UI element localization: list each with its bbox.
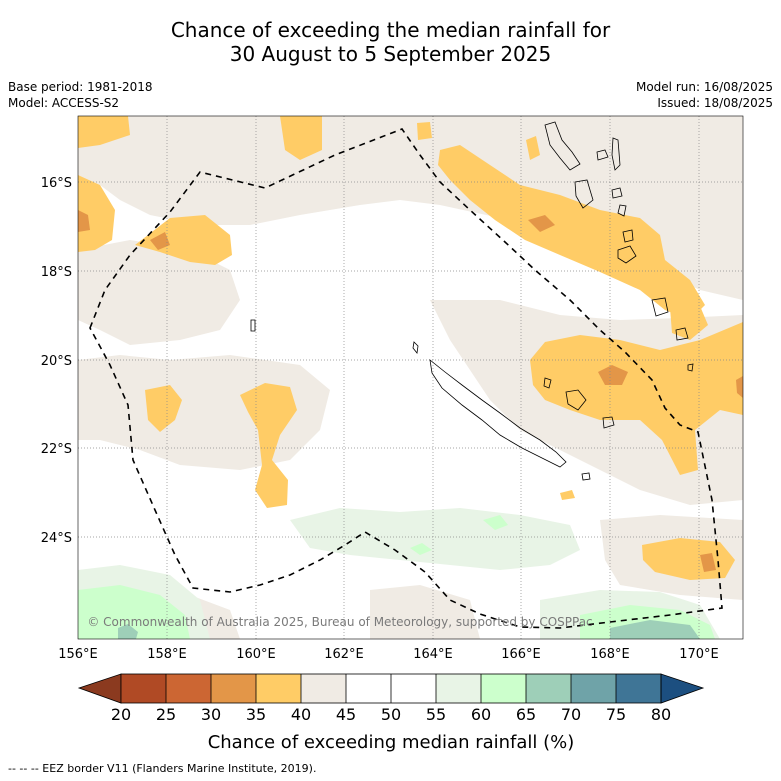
cb-tick-35: 35 [246,705,266,724]
title-line-1: Chance of exceeding the median rainfall … [170,18,611,42]
island-pentecost [611,137,621,171]
lat-labels: 16°S 18°S 20°S 22°S 24°S [41,176,72,546]
lon-label-164e: 164°E [413,647,453,662]
colorbar: 20 25 30 35 40 45 50 55 60 65 70 75 80 C… [77,673,705,753]
colorbar-bin-60-65 [481,674,526,703]
colorbar-bin-45-50 [346,674,391,703]
cb-tick-30: 30 [201,705,221,724]
prob-30-35-regions [78,210,743,572]
lat-label-16s: 16°S [41,176,72,191]
map-title: Chance of exceeding the median rainfall … [0,18,781,66]
lat-label-20s: 20°S [41,354,72,369]
island-efate [617,245,637,264]
title-line-2: 30 August to 5 September 2025 [229,42,552,66]
colorbar-dividers [165,674,617,703]
lat-label-18s: 18°S [41,265,72,280]
colorbar-bin-70-75 [571,674,616,703]
island-chesterfield [250,319,256,332]
lon-labels: 156°E 158°E 160°E 162°E 164°E 166°E 168°… [58,647,719,662]
meta-right: Model run: 16/08/2025 Issued: 18/08/2025 [636,79,773,111]
lon-label-162e: 162°E [324,647,364,662]
map-frame [77,115,744,640]
colorbar-over-arrow [660,673,705,704]
cb-tick-40: 40 [291,705,311,724]
lon-label-156e: 156°E [58,647,98,662]
lat-label-24s: 24°S [41,531,72,546]
island-of-pines [581,472,591,481]
island-espiritu-santo [544,121,581,171]
cb-tick-60: 60 [471,705,491,724]
island-tanna [675,327,689,341]
cb-tick-25: 25 [156,705,176,724]
graticule [78,116,743,639]
new-caledonia-mainland [429,359,567,468]
colorbar-bin-20-25 [121,674,166,703]
lat-label-22s: 22°S [41,442,72,457]
rainfall-field [78,116,743,639]
colorbar-bin-50-55 [391,674,436,703]
colorbar-ticks: 20 25 30 35 40 45 50 55 60 65 70 75 80 [111,705,671,724]
eez-border [89,128,723,629]
cb-tick-20: 20 [111,705,131,724]
colorbar-bin-55-60 [436,674,481,703]
colorbar-bin-25-30 [166,674,211,703]
meta-left: Base period: 1981-2018 Model: ACCESS-S2 [8,79,153,111]
cb-tick-75: 75 [606,705,626,724]
lon-label-166e: 166°E [501,647,541,662]
island-lifou [565,389,587,411]
colorbar-bin-40-45 [301,674,346,703]
island-mare [602,416,615,429]
cb-tick-80: 80 [651,705,671,724]
cb-tick-55: 55 [426,705,446,724]
prob-35-40-regions [78,116,743,580]
island-ouvea [543,377,552,389]
colorbar-under-arrow [77,673,122,704]
lon-label-168e: 168°E [590,647,630,662]
island-belep [412,341,419,354]
colorbar-bin-30-35 [211,674,256,703]
colorbar-bin-75-80 [616,674,661,703]
coastlines [250,121,694,481]
cb-tick-70: 70 [561,705,581,724]
colorbar-title: Chance of exceeding median rainfall (%) [208,732,575,753]
base-period: Base period: 1981-2018 [8,80,153,94]
island-aneityum [687,363,694,372]
island-erromango [651,297,669,317]
colorbar-bin-35-40 [256,674,301,703]
model-run: Model run: 16/08/2025 [635,80,773,94]
island-epi [617,204,627,217]
colorbar-bin-65-70 [526,674,571,703]
copyright-text: © Commonwealth of Australia 2025, Bureau… [87,615,592,629]
cb-tick-50: 50 [381,705,401,724]
island-malakula [574,179,594,209]
prob-65-70-regions [118,620,700,639]
island-ambrym [611,187,623,199]
island-efate-north [622,229,634,243]
cb-tick-65: 65 [516,705,536,724]
lon-label-158e: 158°E [147,647,187,662]
issued-date: Issued: 18/08/2025 [657,96,773,110]
lon-label-160e: 160°E [236,647,276,662]
lon-label-170e: 170°E [679,647,719,662]
cb-tick-45: 45 [336,705,356,724]
map-panel: © Commonwealth of Australia 2025, Bureau… [41,115,744,662]
eez-legend-note: -- -- -- EEZ border V11 (Flanders Marine… [8,762,317,775]
model-name: Model: ACCESS-S2 [8,96,120,110]
island-maewo [596,149,609,161]
